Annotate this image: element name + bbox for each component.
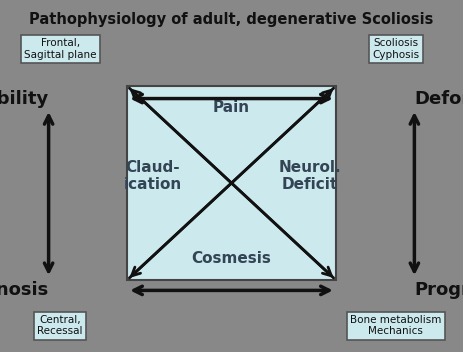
Bar xyxy=(127,86,336,280)
Text: Scoliosis
Cyphosis: Scoliosis Cyphosis xyxy=(372,38,419,60)
Text: Stenosis: Stenosis xyxy=(0,281,49,300)
Text: Deformity: Deformity xyxy=(414,89,463,108)
Text: Instability: Instability xyxy=(0,89,49,108)
Text: Pathophysiology of adult, degenerative Scoliosis: Pathophysiology of adult, degenerative S… xyxy=(29,12,434,27)
Text: Central,
Recessal: Central, Recessal xyxy=(38,315,83,337)
Text: Pain: Pain xyxy=(213,100,250,115)
Text: Progression: Progression xyxy=(414,281,463,300)
Text: Neurol.
Deficit: Neurol. Deficit xyxy=(279,160,342,192)
Text: Claud-
ication: Claud- ication xyxy=(124,160,182,192)
Text: Cosmesis: Cosmesis xyxy=(192,251,271,266)
Text: Bone metabolism
Mechanics: Bone metabolism Mechanics xyxy=(350,315,442,337)
Text: Frontal,
Sagittal plane: Frontal, Sagittal plane xyxy=(24,38,96,60)
